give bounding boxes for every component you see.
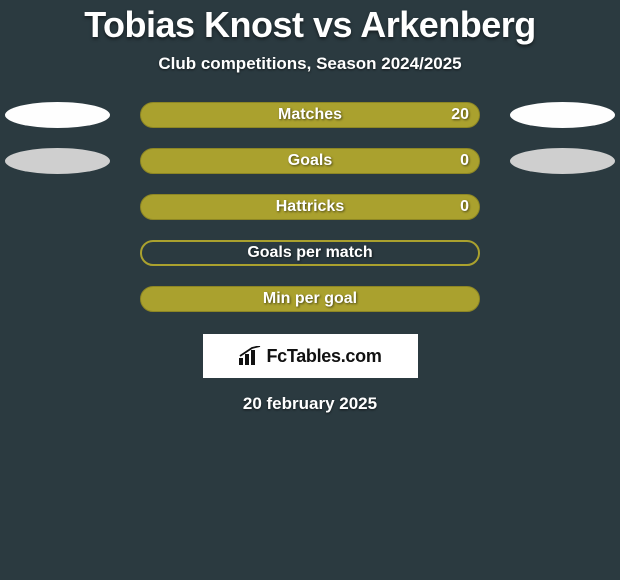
stat-value: 20 (451, 106, 469, 124)
comparison-card: Tobias Knost vs Arkenberg Club competiti… (0, 0, 620, 414)
chart-icon (238, 346, 262, 366)
page-subtitle: Club competitions, Season 2024/2025 (0, 54, 620, 74)
stat-label: Goals (288, 152, 332, 170)
stat-label: Hattricks (276, 198, 344, 216)
stat-row: Goals per match (0, 240, 620, 266)
stat-row: Goals 0 (0, 148, 620, 174)
stat-bar: Min per goal (140, 286, 480, 312)
left-disc (5, 102, 110, 128)
stat-label: Goals per match (247, 244, 372, 262)
stat-row: Hattricks 0 (0, 194, 620, 220)
stat-rows: Matches 20 Goals 0 Hattricks 0 Goals per match… (0, 102, 620, 312)
logo-text: FcTables.com (266, 346, 381, 367)
right-disc (510, 148, 615, 174)
stat-bar: Matches 20 (140, 102, 480, 128)
date-text: 20 february 2025 (0, 394, 620, 414)
stat-label: Matches (278, 106, 342, 124)
stat-bar: Hattricks 0 (140, 194, 480, 220)
right-disc (510, 102, 615, 128)
stat-row: Min per goal (0, 286, 620, 312)
stat-bar: Goals 0 (140, 148, 480, 174)
logo-badge: FcTables.com (203, 334, 418, 378)
page-title: Tobias Knost vs Arkenberg (0, 4, 620, 46)
stat-value: 0 (460, 198, 469, 216)
stat-row: Matches 20 (0, 102, 620, 128)
stat-bar: Goals per match (140, 240, 480, 266)
stat-value: 0 (460, 152, 469, 170)
stat-label: Min per goal (263, 290, 357, 308)
left-disc (5, 148, 110, 174)
